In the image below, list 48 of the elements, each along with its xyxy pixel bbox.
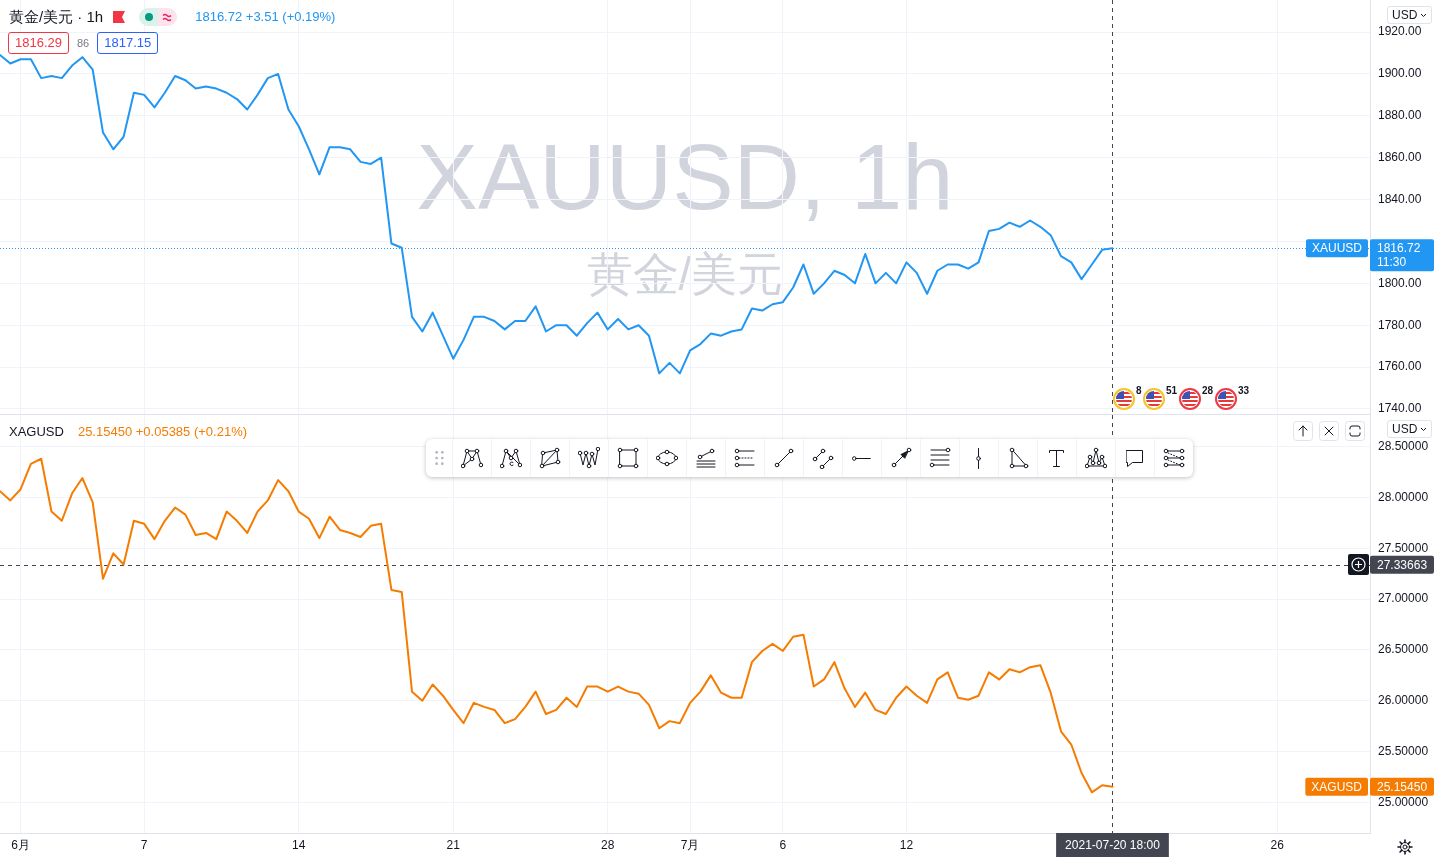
dropdown: USD <box>1387 420 1433 438</box>
y-tick-label: 28.00000 <box>1378 489 1429 504</box>
annotation: 51 <box>1166 385 1178 396</box>
y-tick-label: 1900.00 <box>1378 66 1422 81</box>
x-tick-label: 21 <box>446 837 461 852</box>
x-tick-label: 6 <box>779 837 787 852</box>
ref-line-label: 27.33663 <box>1377 557 1428 572</box>
y-tick-label: 26.00000 <box>1378 693 1429 708</box>
annotation: 8 <box>1136 385 1142 396</box>
y-tick-label: 1860.00 <box>1378 150 1422 164</box>
y-tick-label: 25.00000 <box>1378 794 1429 809</box>
annotation: 1816.29 <box>8 32 69 54</box>
annotation: 33 <box>1238 385 1250 396</box>
x-tick-label: 7 <box>140 837 148 852</box>
text: 25.15450 +0.05385 (+0.21%) <box>77 423 248 441</box>
y-tick-label: 1760.00 <box>1378 359 1422 374</box>
text: XAGUSD <box>1311 779 1363 794</box>
x-tick-label: 26 <box>1270 837 1285 852</box>
y-axis-title: USD <box>1392 422 1418 436</box>
ref-line-label: 1816.72 <box>1377 241 1421 256</box>
y-tick-label: 27.50000 <box>1378 540 1429 555</box>
y-tick-label: 27.00000 <box>1378 591 1429 606</box>
y-tick-label: 28.50000 <box>1378 438 1429 453</box>
x-tick-label: 14 <box>292 837 306 852</box>
annotation: 86 <box>77 37 90 49</box>
text: XAUUSD <box>1311 241 1363 256</box>
x-tick-label: 7月 <box>680 837 700 852</box>
dropdown: USD <box>1387 6 1433 24</box>
annotation: 28 <box>1202 385 1214 396</box>
text: 11:30 <box>1377 255 1407 270</box>
y-tick-label: 1920.00 <box>1378 24 1422 39</box>
y-tick-label: 25.50000 <box>1378 743 1429 758</box>
y-tick-label: 1880.00 <box>1378 108 1422 123</box>
y-axis-title: USD <box>1392 8 1418 22</box>
text: 25.15450 <box>1377 779 1428 794</box>
text: XAGUSD <box>9 423 64 441</box>
y-tick-label: 1840.00 <box>1378 191 1422 206</box>
x-tick-label: 28 <box>601 837 615 852</box>
x-tick-label: 12 <box>899 837 914 852</box>
y-tick-label: 26.50000 <box>1378 642 1429 657</box>
text: 1816.72 +3.51 (+0.19%) <box>195 8 336 26</box>
y-tick-label: 1780.00 <box>1378 317 1422 332</box>
y-tick-label: 1740.00 <box>1378 401 1422 416</box>
x-tick-label: 2021-07-20 18:00 <box>1065 837 1161 852</box>
text: 黄金/美元 · 1h <box>9 8 104 26</box>
y-tick-label: 1800.00 <box>1378 275 1422 290</box>
x-tick-label: 6月 <box>11 837 30 852</box>
annotation: 1817.15 <box>97 32 159 54</box>
